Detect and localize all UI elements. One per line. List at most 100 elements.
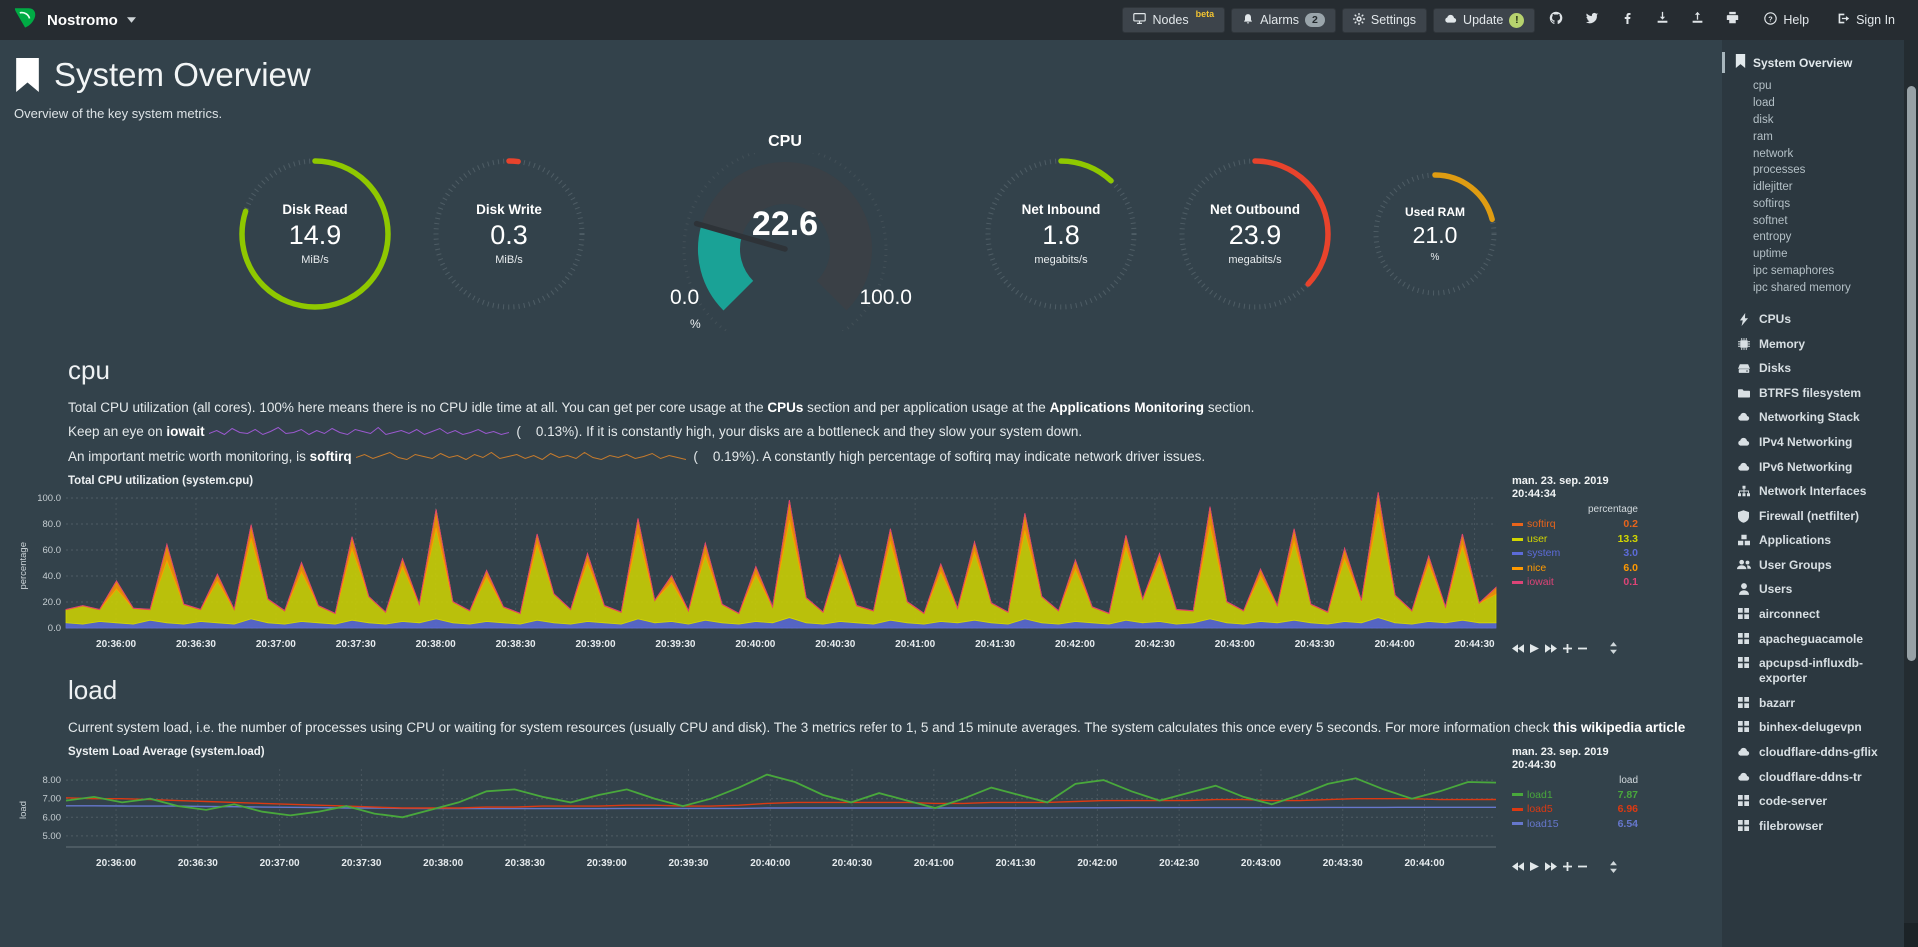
chart-play-button[interactable] [1530,643,1539,653]
sidebar-item-apcupsd-influxdb-exporter[interactable]: apcupsd-influxdb-exporter [1722,651,1904,691]
chart-zoom-in-button[interactable] [1563,643,1572,653]
chart-zoom-out-button[interactable] [1578,644,1587,653]
sidebar-item-apacheguacamole[interactable]: apacheguacamole [1722,627,1904,652]
link-applications-monitoring[interactable]: Applications Monitoring [1049,400,1205,415]
sidebar-item-user-groups[interactable]: User Groups [1722,553,1904,578]
legend-item-load15[interactable]: load15 6.54 [1512,817,1638,832]
facebook-button[interactable] [1613,7,1642,33]
legend-item-nice[interactable]: nice 6.0 [1512,561,1638,576]
gauge-disk-read[interactable]: Disk Read 14.9 MiB/s [232,151,398,317]
update-button[interactable]: Update! [1433,7,1536,33]
gauge-cpu[interactable]: CPU 22.6 0.0 100.0% [654,133,916,351]
github-button[interactable] [1541,7,1571,34]
twitter-button[interactable] [1577,7,1607,34]
sidebar-subitem-softnet[interactable]: softnet [1753,214,1788,227]
cpu-chart-canvas[interactable]: 0.0 20.0 40.0 60.0 80.0 100.0 20:36:00 20:36:30… [32,492,1502,655]
alarms-button[interactable]: Alarms 2 [1231,7,1336,33]
sidebar-subitem-ram[interactable]: ram [1753,130,1773,143]
gauge-readout: Net Inbound 1.8 megabits/s [978,151,1144,317]
sidebar-subitem-load[interactable]: load [1753,97,1775,110]
svg-text:20:36:30: 20:36:30 [176,639,216,650]
sidebar-subitem-disk[interactable]: disk [1753,113,1774,126]
sidebar-subitem-ipc-shared-memory[interactable]: ipc shared memory [1753,281,1851,294]
legend-item-load5[interactable]: load5 6.96 [1512,802,1638,817]
legend-item-load1[interactable]: load1 7.87 [1512,788,1638,803]
gauge-net-inbound[interactable]: Net Inbound 1.8 megabits/s [978,151,1144,317]
chart-rewind-button[interactable] [1512,644,1524,653]
sidebar-item-users[interactable]: Users [1722,578,1904,603]
iowait-sparkline[interactable] [208,421,509,444]
legend-dash [1512,807,1523,811]
sidebar-item-ipv6-networking[interactable]: IPv6 Networking [1722,455,1904,480]
sidebar-item-btrfs-filesystem[interactable]: BTRFS filesystem [1722,381,1904,406]
softirq-sparkline[interactable] [355,446,686,469]
print-button[interactable] [1718,7,1747,33]
settings-button[interactable]: Settings [1341,7,1428,33]
sidebar-item-firewall-netfilter[interactable]: Firewall (netfilter) [1722,504,1904,529]
link-this-wikipedia-article[interactable]: this wikipedia article [1553,720,1686,736]
sidebar-subitem-cpu[interactable]: cpu [1753,80,1772,93]
load-chart-canvas[interactable]: 5.00 6.00 7.00 8.00 20:36:00 20:36:30 20:37:00… [32,763,1502,874]
chart-forward-button[interactable] [1545,644,1557,653]
sidebar-item-system-overview[interactable]: System Overview [1722,52,1904,73]
legend-item-iowait[interactable]: iowait 0.1 [1512,575,1638,590]
download-button[interactable] [1648,7,1677,33]
svg-text:20:42:30: 20:42:30 [1135,639,1175,650]
upload-button[interactable] [1683,7,1712,33]
section-cpu: cpu Total CPU utilization (all cores). 1… [14,355,1722,655]
grid-icon [1736,795,1751,807]
legend-item-user[interactable]: user 13.3 [1512,532,1638,547]
chart-rewind-button[interactable] [1512,862,1524,871]
sidebar-subitem-idlejitter[interactable]: idlejitter [1753,181,1793,194]
chart-play-button[interactable] [1530,862,1539,872]
sidebar-subitem-ipc-semaphores[interactable]: ipc semaphores [1753,264,1835,277]
nodes-button[interactable]: Nodes beta [1122,7,1226,33]
gauge-used-ram[interactable]: Used RAM 21.0% [1366,165,1504,303]
sidebar-item-filebrowser[interactable]: filebrowser [1722,814,1904,839]
sidebar-item-airconnect[interactable]: airconnect [1722,602,1904,627]
chart-resize-handle[interactable] [1609,642,1618,655]
chart-zoom-out-button[interactable] [1578,862,1587,871]
sidebar-item-cloudflare-ddns-tr[interactable]: cloudflare-ddns-tr [1722,765,1904,790]
sidebar-item-label: User Groups [1759,557,1832,572]
sidebar-item-label: Memory [1759,336,1806,351]
svg-text:20:39:00: 20:39:00 [576,639,616,650]
sidebar-item-memory[interactable]: Memory [1722,332,1904,357]
sidebar-subitem-processes[interactable]: processes [1753,164,1806,177]
sidebar-subitem-entropy[interactable]: entropy [1753,231,1792,244]
sidebar-item-network-interfaces[interactable]: Network Interfaces [1722,479,1904,504]
gauge-net-outbound[interactable]: Net Outbound 23.9 megabits/s [1172,151,1338,317]
sidebar-item-cloudflare-ddns-gflix[interactable]: cloudflare-ddns-gflix [1722,740,1904,765]
sidebar-item-applications[interactable]: Applications [1722,529,1904,554]
cpu-chart: percentage Total CPU utilization (system.… [14,475,1722,655]
chart-zoom-in-button[interactable] [1563,862,1572,872]
load-chart-legend: man. 23. sep. 2019 20:44:30 load load1 7.87 l… [1502,746,1640,874]
sidebar-subitem-uptime[interactable]: uptime [1753,248,1788,261]
legend-item-softirq[interactable]: softirq 0.2 [1512,517,1638,532]
page-scrollbar[interactable] [1904,40,1918,947]
help-button[interactable]: ? Help [1753,7,1820,33]
chart-forward-button[interactable] [1545,862,1557,871]
legend-date: man. 23. sep. 2019 [1512,745,1609,758]
sidebar-item-code-server[interactable]: code-server [1722,789,1904,814]
scrollbar-thumb[interactable] [1906,86,1916,661]
signin-button[interactable]: Sign In [1826,7,1906,33]
sidebar-item-cpus[interactable]: CPUs [1722,307,1904,332]
gauge-title: Disk Read [282,202,348,217]
sidebar-item-bazarr[interactable]: bazarr [1722,691,1904,716]
sidebar-item-binhex-delugevpn[interactable]: binhex-delugevpn [1722,716,1904,741]
node-menu[interactable]: Nostromo [12,5,136,35]
chart-resize-handle[interactable] [1609,860,1618,873]
legend-item-system[interactable]: system 3.0 [1512,546,1638,561]
gauge-disk-write[interactable]: Disk Write 0.3 MiB/s [426,151,592,317]
sidebar-subitem-network[interactable]: network [1753,147,1794,160]
legend-series-value: 0.1 [1623,576,1638,589]
sidebar-item-ipv4-networking[interactable]: IPv4 Networking [1722,430,1904,455]
sidebar-item-disks[interactable]: Disks [1722,356,1904,381]
svg-text:?: ? [1769,14,1774,23]
sidebar-item-networking-stack[interactable]: Networking Stack [1722,406,1904,431]
sidebar-item-label: BTRFS filesystem [1759,385,1862,400]
link-cpus[interactable]: CPUs [767,400,804,415]
monitor-icon [1133,12,1147,28]
sidebar-subitem-softirqs[interactable]: softirqs [1753,197,1791,210]
